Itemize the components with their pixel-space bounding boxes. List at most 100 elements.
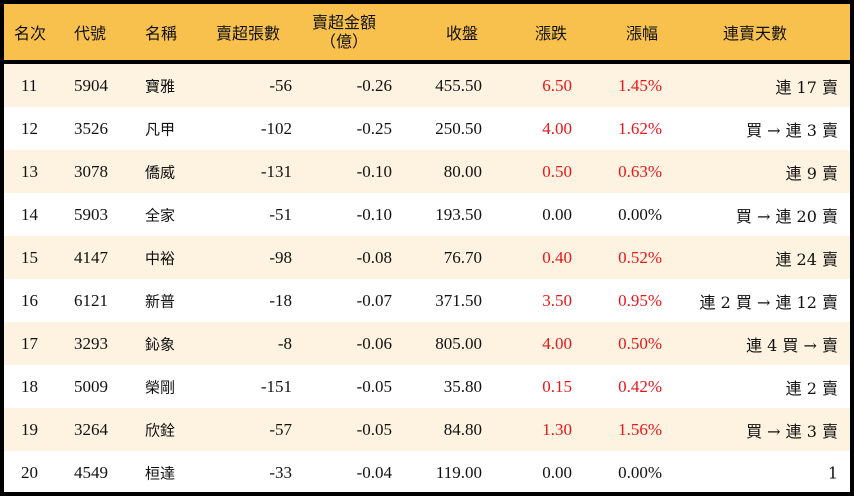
cell-name: 桓達 <box>145 464 176 482</box>
cell-close: 805.00 <box>435 333 482 353</box>
cell-net-sell-lots: -8 <box>277 333 292 353</box>
cell-net-sell-amount: -0.04 <box>356 462 392 482</box>
cell-rank: 12 <box>21 118 38 138</box>
cell-change: 0.15 <box>542 376 572 396</box>
cell-name: 凡甲 <box>145 120 176 138</box>
cell-streak: 連 9 賣 <box>785 163 838 183</box>
cell-code: 4549 <box>74 462 108 482</box>
cell-code: 3526 <box>74 118 108 138</box>
cell-code: 3264 <box>74 419 108 439</box>
table-header: 名次 代號 名稱 賣超張數 賣超金額 （億） 收盤 漲跌 漲幅 連賣天數 <box>4 4 850 64</box>
table-row: 13 3078 僑威 -131 -0.10 80.00 0.50 0.63% 連… <box>4 150 850 193</box>
cell-streak: 連 17 賣 <box>775 77 838 97</box>
cell-net-sell-lots: -151 <box>260 376 292 396</box>
table-row: 20 4549 桓達 -33 -0.04 119.00 0.00 0.00% 1 <box>4 451 850 492</box>
cell-streak: 1 <box>827 463 838 482</box>
cell-code: 6121 <box>74 290 108 310</box>
cell-net-sell-amount: -0.25 <box>356 118 392 138</box>
cell-rank: 18 <box>21 376 38 396</box>
cell-name: 全家 <box>145 206 176 224</box>
table-body: 11 5904 寶雅 -56 -0.26 455.50 6.50 1.45% 連… <box>4 64 850 492</box>
cell-name: 新普 <box>145 292 176 310</box>
cell-close: 193.50 <box>435 204 482 224</box>
cell-streak: 買 → 連 20 賣 <box>735 206 838 226</box>
cell-close: 119.00 <box>435 462 482 482</box>
cell-name: 僑威 <box>145 163 176 181</box>
cell-change: 4.00 <box>542 333 572 353</box>
cell-change: 4.00 <box>542 118 572 138</box>
header-change-pct: 漲幅 <box>626 24 659 43</box>
cell-close: 371.50 <box>435 290 482 310</box>
cell-net-sell-amount: -0.05 <box>356 419 392 439</box>
cell-streak: 連 2 賣 <box>785 378 838 398</box>
cell-net-sell-amount: -0.06 <box>356 333 392 353</box>
cell-change-pct: 1.56% <box>618 419 662 439</box>
cell-name: 中裕 <box>145 249 176 267</box>
cell-change-pct: 0.63% <box>618 161 662 181</box>
cell-change: 0.40 <box>542 247 572 267</box>
table-row: 18 5009 榮剛 -151 -0.05 35.80 0.15 0.42% 連… <box>4 365 850 408</box>
cell-change: 6.50 <box>542 75 572 95</box>
cell-net-sell-lots: -51 <box>269 204 292 224</box>
table-row: 16 6121 新普 -18 -0.07 371.50 3.50 0.95% 連… <box>4 279 850 322</box>
cell-code: 5903 <box>74 204 108 224</box>
cell-rank: 19 <box>21 419 38 439</box>
cell-net-sell-lots: -33 <box>269 462 292 482</box>
cell-net-sell-amount: -0.08 <box>356 247 392 267</box>
header-row: 名次 代號 名稱 賣超張數 賣超金額 （億） 收盤 漲跌 漲幅 連賣天數 <box>4 4 850 60</box>
cell-code: 3293 <box>74 333 108 353</box>
cell-net-sell-lots: -56 <box>269 75 292 95</box>
cell-rank: 13 <box>21 161 38 181</box>
cell-change-pct: 0.00% <box>618 204 662 224</box>
table-row: 15 4147 中裕 -98 -0.08 76.70 0.40 0.52% 連 … <box>4 236 850 279</box>
net-sell-ranking-table: 名次 代號 名稱 賣超張數 賣超金額 （億） 收盤 漲跌 漲幅 連賣天數 11 … <box>4 4 850 492</box>
cell-rank: 14 <box>21 204 38 224</box>
cell-change-pct: 0.00% <box>618 462 662 482</box>
cell-rank: 17 <box>21 333 38 353</box>
table-row: 11 5904 寶雅 -56 -0.26 455.50 6.50 1.45% 連… <box>4 64 850 107</box>
cell-net-sell-amount: -0.05 <box>356 376 392 396</box>
cell-change-pct: 0.52% <box>618 247 662 267</box>
cell-net-sell-amount: -0.10 <box>356 204 392 224</box>
header-streak: 連賣天數 <box>723 24 788 43</box>
cell-close: 455.50 <box>435 75 482 95</box>
cell-change: 1.30 <box>542 419 572 439</box>
header-code: 代號 <box>74 24 107 43</box>
cell-net-sell-amount: -0.26 <box>356 75 392 95</box>
cell-streak: 連 2 買 → 連 12 賣 <box>699 292 838 312</box>
header-change: 漲跌 <box>535 24 568 43</box>
cell-name: 欣銓 <box>145 421 176 439</box>
cell-net-sell-lots: -131 <box>260 161 292 181</box>
cell-change-pct: 1.62% <box>618 118 662 138</box>
cell-rank: 20 <box>21 462 38 482</box>
cell-name: 榮剛 <box>145 378 176 396</box>
header-close: 收盤 <box>446 24 479 43</box>
header-rank: 名次 <box>14 24 47 43</box>
cell-change-pct: 1.45% <box>618 75 662 95</box>
cell-change: 0.00 <box>542 462 572 482</box>
cell-streak: 連 24 賣 <box>775 249 838 269</box>
cell-net-sell-lots: -98 <box>269 247 292 267</box>
cell-rank: 11 <box>21 75 38 95</box>
cell-close: 76.70 <box>443 247 482 267</box>
table-row: 12 3526 凡甲 -102 -0.25 250.50 4.00 1.62% … <box>4 107 850 150</box>
cell-close: 35.80 <box>443 376 482 396</box>
table-row: 19 3264 欣銓 -57 -0.05 84.80 1.30 1.56% 買 … <box>4 408 850 451</box>
cell-close: 250.50 <box>435 118 482 138</box>
cell-rank: 16 <box>21 290 38 310</box>
header-name: 名稱 <box>145 24 178 43</box>
cell-streak: 買 → 連 3 賣 <box>746 120 838 140</box>
cell-code: 5009 <box>74 376 108 396</box>
cell-net-sell-amount: -0.10 <box>356 161 392 181</box>
cell-code: 4147 <box>74 247 108 267</box>
cell-streak: 買 → 連 3 賣 <box>746 421 838 441</box>
cell-net-sell-lots: -57 <box>269 419 292 439</box>
cell-close: 84.80 <box>443 419 482 439</box>
cell-net-sell-lots: -18 <box>269 290 292 310</box>
table-row: 14 5903 全家 -51 -0.10 193.50 0.00 0.00% 買… <box>4 193 850 236</box>
cell-streak: 連 4 買 → 賣 <box>746 335 838 355</box>
cell-change: 0.50 <box>542 161 572 181</box>
cell-code: 5904 <box>74 75 108 95</box>
cell-change: 0.00 <box>542 204 572 224</box>
header-net-sell-amount-line2: （億） <box>320 32 369 51</box>
